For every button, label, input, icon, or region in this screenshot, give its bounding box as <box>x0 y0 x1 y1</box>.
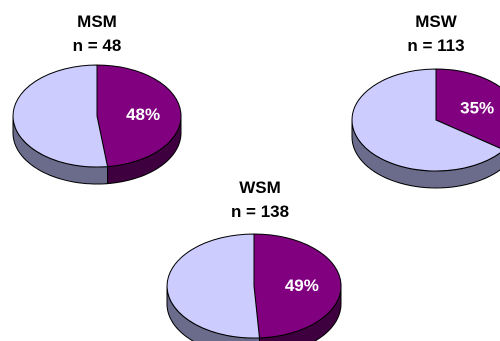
pie-msw-subtitle: n = 113 <box>407 36 465 55</box>
pie-msm-slice-1 <box>12 64 109 168</box>
pie-msm-title: MSM <box>77 12 117 31</box>
pie-wsm-slice-label: 49% <box>285 276 319 295</box>
pie-wsm-title: WSM <box>239 178 281 197</box>
pie-msw: 35% <box>351 68 500 189</box>
pie-wsm-slice-0 <box>253 233 342 339</box>
pie-msw-slice-1 <box>351 68 500 172</box>
pie-msw-slice-0 <box>435 68 500 149</box>
pie-wsm-subtitle: n = 138 <box>230 202 290 221</box>
pie-msm: 48% <box>12 64 182 185</box>
pie-msw-title: MSW <box>415 12 457 31</box>
pie-wsm-header: WSM n = 138 <box>190 176 330 224</box>
pie-msm-slice-0 <box>96 64 182 168</box>
pie-msw-slice-label: 35% <box>460 98 494 117</box>
pie-msm-header: MSM n = 48 <box>27 10 167 58</box>
pie-msm-slice-label: 48% <box>126 105 160 124</box>
pie-msm-subtitle: n = 48 <box>72 36 122 55</box>
pie-msw-header: MSW n = 113 <box>366 10 500 58</box>
pie-wsm: 49% <box>166 233 342 341</box>
pie-wsm-slice-1 <box>166 233 261 339</box>
